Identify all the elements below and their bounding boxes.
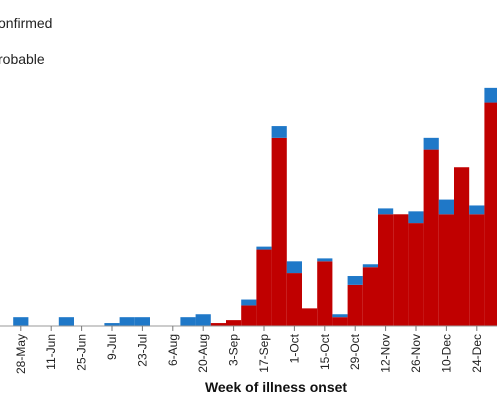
bar-probable-4 — [58, 317, 74, 326]
x-tick-label-5: 6-Aug — [166, 334, 180, 366]
x-tick-label-12: 12-Nov — [379, 334, 393, 373]
bar-probable-8 — [119, 317, 135, 326]
bar-probable-19 — [286, 261, 302, 274]
x-tick-label-9: 1-Oct — [287, 333, 301, 363]
bar-probable-18 — [271, 126, 287, 138]
bar-confirmed-16 — [241, 305, 257, 326]
x-axis-ticks — [20, 326, 478, 331]
bar-probable-31 — [469, 205, 485, 215]
bar-confirmed-22 — [332, 317, 348, 326]
bar-confirmed-25 — [378, 214, 394, 326]
bar-probable-1 — [13, 317, 29, 326]
x-tick-label-11: 29-Oct — [348, 333, 362, 370]
bar-confirmed-28 — [423, 149, 439, 326]
bar-confirmed-29 — [438, 214, 454, 326]
bar-confirmed-17 — [256, 249, 272, 326]
x-tick-label-13: 26-Nov — [409, 334, 423, 373]
bar-confirmed-27 — [408, 223, 424, 326]
bar-confirmed-21 — [317, 261, 333, 326]
bar-probable-7 — [104, 323, 120, 326]
bar-confirmed-15 — [226, 320, 242, 326]
x-tick-label-10: 15-Oct — [318, 333, 332, 370]
x-tick-label-7: 3-Sep — [227, 334, 241, 366]
x-tick-label-0: 28-May — [14, 334, 28, 374]
bar-probable-29 — [438, 199, 454, 215]
x-axis-title: Week of illness onset — [205, 379, 347, 395]
x-tick-label-2: 25-Jun — [75, 334, 89, 371]
x-tick-label-15: 24-Dec — [470, 334, 484, 373]
bar-probable-27 — [408, 211, 424, 224]
bar-probable-16 — [241, 299, 257, 306]
bar-probable-28 — [423, 137, 439, 150]
x-axis-tick-labels: 28-May 11-Jun 25-Jun 9-Jul 23-Jul 6-Aug 20-Aug… — [14, 333, 484, 374]
bars-group — [13, 87, 497, 326]
bar-confirmed-14 — [210, 323, 226, 326]
bar-probable-21 — [317, 258, 333, 262]
bar-confirmed-23 — [347, 284, 363, 326]
x-tick-label-14: 10-Dec — [439, 334, 453, 373]
x-tick-label-3: 9-Jul — [105, 334, 119, 360]
bar-probable-24 — [362, 264, 378, 268]
bar-confirmed-18 — [271, 137, 287, 326]
bar-probable-17 — [256, 246, 272, 250]
bar-confirmed-31 — [469, 214, 485, 326]
x-tick-label-6: 20-Aug — [196, 334, 210, 373]
bar-probable-32 — [484, 87, 497, 103]
x-tick-label-1: 11-Jun — [44, 334, 58, 370]
bar-confirmed-32 — [484, 102, 497, 326]
bar-confirmed-24 — [362, 267, 378, 326]
bar-probable-9 — [134, 317, 150, 326]
legend-label-probable: robable — [0, 51, 45, 67]
bar-probable-12 — [180, 317, 196, 326]
x-tick-label-4: 23-Jul — [135, 334, 149, 367]
bar-confirmed-20 — [302, 308, 318, 326]
bar-probable-13 — [195, 314, 211, 326]
legend-label-confirmed: onfirmed — [0, 15, 52, 31]
legend: onfirmed robable — [0, 15, 52, 67]
bar-confirmed-19 — [286, 273, 302, 326]
x-tick-label-8: 17-Sep — [257, 334, 271, 373]
bar-probable-23 — [347, 276, 363, 285]
bar-probable-22 — [332, 314, 348, 318]
bar-confirmed-26 — [393, 214, 409, 326]
bar-confirmed-30 — [454, 167, 470, 326]
bar-probable-25 — [378, 208, 394, 215]
